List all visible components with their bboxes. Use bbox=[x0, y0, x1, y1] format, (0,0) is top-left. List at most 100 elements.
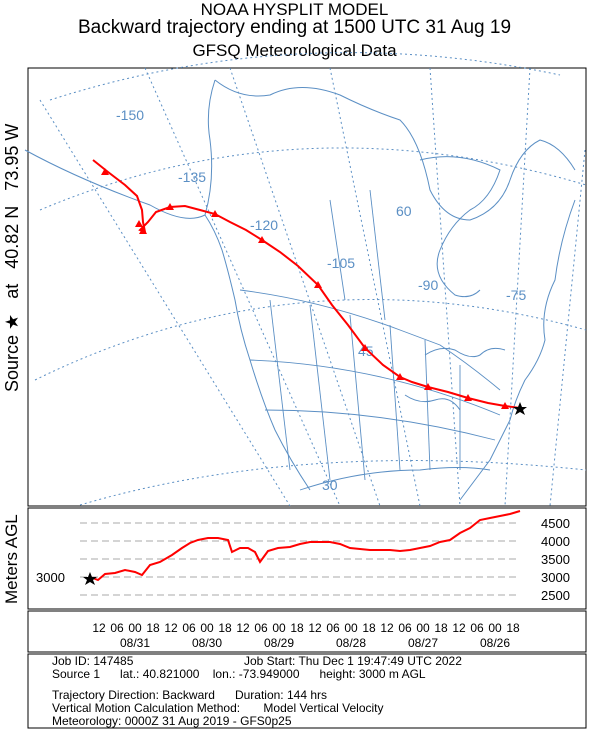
date-label: 08/27 bbox=[408, 636, 438, 650]
state-line-5 bbox=[424, 339, 431, 471]
title-trajectory: Backward trajectory ending at 1500 UTC 3… bbox=[77, 17, 512, 38]
state-line-1 bbox=[269, 299, 291, 471]
state-line-4 bbox=[389, 324, 401, 471]
height-start-star-icon bbox=[83, 572, 97, 585]
source-info: Source 1 lat.: 40.821000 lon.: -73.94900… bbox=[52, 667, 426, 681]
info-box-frame bbox=[27, 653, 587, 729]
traj-marker bbox=[361, 344, 369, 351]
title-model: NOAA HYSPLIT MODEL bbox=[200, 0, 389, 19]
lon-line-75 bbox=[504, 67, 531, 507]
title-met-data: GFSQ Meteorological Data bbox=[192, 41, 397, 60]
traj-marker bbox=[166, 203, 174, 210]
hour-tick: 06 bbox=[182, 621, 196, 635]
traj-marker bbox=[211, 210, 219, 217]
borders bbox=[239, 189, 501, 491]
lat-label-30: 30 bbox=[322, 477, 338, 493]
atlantic-coast bbox=[459, 199, 576, 501]
lon-line-90 bbox=[429, 67, 461, 507]
province-line-1 bbox=[329, 199, 346, 301]
pacific-coast bbox=[204, 214, 311, 491]
hudson-bay-coast bbox=[419, 156, 501, 298]
hour-tick: 18 bbox=[362, 621, 376, 635]
hour-tick: 00 bbox=[344, 621, 358, 635]
lat-line-60 bbox=[39, 147, 587, 211]
alaska-coast bbox=[24, 79, 216, 219]
map-area: -150 -135 -120 -105 -90 -75 60 45 30 bbox=[24, 52, 587, 507]
trajectory-markers bbox=[101, 168, 509, 409]
hour-tick: 12 bbox=[380, 621, 394, 635]
lat-line-30 bbox=[79, 460, 587, 506]
hour-tick: 12 bbox=[164, 621, 178, 635]
source-height-label: 3000 bbox=[36, 570, 65, 585]
lon-label-135: -135 bbox=[178, 169, 206, 185]
state-line-2 bbox=[309, 304, 331, 481]
lon-line-135 bbox=[144, 67, 341, 507]
us-canada-border bbox=[239, 289, 501, 391]
date-label: 08/29 bbox=[264, 636, 294, 650]
date-label: 08/31 bbox=[120, 636, 150, 650]
vertical-motion-method: Vertical Motion Calculation Method: Mode… bbox=[52, 701, 384, 715]
height-panel-frame bbox=[27, 507, 587, 610]
traj-marker bbox=[139, 227, 147, 234]
lon-label-105: -105 bbox=[327, 255, 355, 271]
hour-tick: 12 bbox=[236, 621, 250, 635]
traj-marker bbox=[135, 220, 143, 227]
date-label: 08/26 bbox=[480, 636, 510, 650]
hour-tick: 00 bbox=[128, 621, 142, 635]
state-line-h2 bbox=[264, 409, 496, 441]
meteorology-info: Meteorology: 0000Z 31 Aug 2019 - GFS0p25 bbox=[52, 714, 292, 728]
lon-line-60 bbox=[549, 149, 586, 507]
coastlines bbox=[24, 79, 576, 501]
hour-tick: 00 bbox=[416, 621, 430, 635]
traj-marker bbox=[258, 236, 266, 243]
map-frame bbox=[27, 67, 587, 507]
source-star-icon bbox=[513, 402, 527, 415]
y-tick: 4500 bbox=[541, 516, 570, 531]
lon-label-150: -150 bbox=[116, 107, 144, 123]
y-tick: 2500 bbox=[541, 588, 570, 603]
great-lakes bbox=[424, 347, 506, 358]
traj-marker bbox=[424, 383, 432, 390]
lon-label-120: -120 bbox=[250, 217, 278, 233]
lon-line-150 bbox=[39, 99, 291, 507]
lat-label-60: 60 bbox=[396, 203, 412, 219]
job-id: Job ID: 147485 bbox=[52, 654, 134, 668]
hour-tick: 12 bbox=[308, 621, 322, 635]
job-start: Job Start: Thu Dec 1 19:47:49 UTC 2022 bbox=[244, 654, 462, 668]
hour-tick: 00 bbox=[272, 621, 286, 635]
hour-tick: 00 bbox=[488, 621, 502, 635]
date-label: 08/30 bbox=[192, 636, 222, 650]
hour-tick: 18 bbox=[506, 621, 520, 635]
traj-marker bbox=[464, 394, 472, 401]
hour-tick: 06 bbox=[326, 621, 340, 635]
hour-tick: 18 bbox=[434, 621, 448, 635]
lon-label-75: -75 bbox=[506, 287, 526, 303]
lake-erie bbox=[404, 394, 461, 411]
hour-tick: 00 bbox=[200, 621, 214, 635]
traj-marker bbox=[501, 402, 509, 409]
height-ticks: 4500 4000 3500 3000 2500 3000 bbox=[36, 516, 570, 603]
hour-tick: 06 bbox=[254, 621, 268, 635]
arctic-coast bbox=[214, 79, 576, 221]
us-mexico-border bbox=[299, 467, 491, 491]
lat-line-75 bbox=[49, 52, 561, 101]
graticule bbox=[34, 52, 587, 507]
height-gridlines bbox=[80, 522, 520, 596]
time-axis-frame bbox=[27, 610, 587, 653]
state-line-3 bbox=[349, 314, 366, 481]
lat-line-45 bbox=[34, 299, 587, 381]
trajectory-direction: Trajectory Direction: Backward Duration:… bbox=[52, 688, 327, 702]
hour-tick: 06 bbox=[470, 621, 484, 635]
lon-label-90: -90 bbox=[418, 277, 438, 293]
traj-marker bbox=[101, 168, 109, 175]
state-line-h1 bbox=[249, 359, 501, 416]
hour-tick: 18 bbox=[146, 621, 160, 635]
trajectory bbox=[92, 159, 527, 415]
date-label: 08/28 bbox=[336, 636, 366, 650]
y-tick: 3000 bbox=[541, 570, 570, 585]
hour-tick: 12 bbox=[92, 621, 106, 635]
traj-marker bbox=[314, 281, 322, 288]
trajectory-line bbox=[92, 159, 521, 409]
hour-tick: 06 bbox=[398, 621, 412, 635]
